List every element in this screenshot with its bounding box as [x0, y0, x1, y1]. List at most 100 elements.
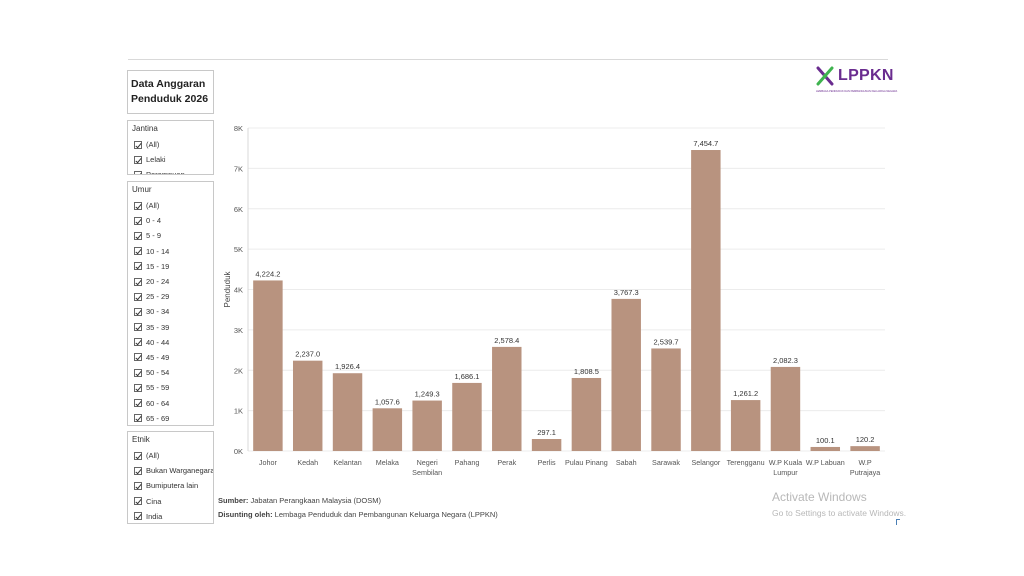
filter-etnik-option[interactable]: Bumiputera lain — [128, 478, 213, 493]
filter-etnik-option[interactable]: Cina — [128, 494, 213, 509]
filter-etnik-option[interactable]: India — [128, 509, 213, 523]
logo-tagline: LEMBAGA PENDUDUK DAN PEMBANGUNAN KELUARG… — [816, 90, 898, 93]
filter-umur-option-label: 45 - 49 — [146, 352, 170, 362]
checkbox-checked-icon[interactable] — [134, 353, 142, 362]
checkbox-checked-icon[interactable] — [134, 512, 142, 521]
filter-umur-option[interactable]: 5 - 9 — [128, 228, 213, 243]
x-tick-label: Kedah — [297, 458, 318, 467]
filter-etnik-option-label: Cina — [146, 496, 162, 506]
filter-umur-option-label: 40 - 44 — [146, 337, 170, 347]
filter-umur-option[interactable]: 35 - 39 — [128, 320, 213, 335]
checkbox-checked-icon[interactable] — [134, 216, 142, 225]
bar — [571, 377, 602, 451]
filter-jantina-option[interactable]: Perempuan — [128, 167, 213, 174]
checkbox-checked-icon[interactable] — [134, 277, 142, 286]
filter-umur-option[interactable]: 55 - 59 — [128, 380, 213, 395]
filter-umur-option[interactable]: 65 - 69 — [128, 411, 213, 425]
title-line-2: Penduduk 2026 — [131, 93, 209, 105]
y-tick-label: 8K — [234, 124, 243, 133]
population-bar-chart: 0K 1K 2K 3K 4K 5K 6K 7K 8K Penduduk 4,224.2 Johor 2,… — [223, 124, 885, 477]
filter-etnik-option-label: Bukan Warganegara — [146, 466, 214, 476]
x-tick-label: Johor — [259, 458, 278, 467]
filter-umur-option[interactable]: 20 - 24 — [128, 274, 213, 289]
filter-umur-option-label: 35 - 39 — [146, 322, 170, 332]
checkbox-checked-icon[interactable] — [134, 247, 142, 256]
filter-jantina-option-label: (All) — [146, 140, 160, 150]
filter-umur-option[interactable]: 10 - 14 — [128, 244, 213, 259]
x-tick-label: Pulau Pinang — [565, 458, 608, 467]
filter-umur-option-label: (All) — [146, 201, 160, 211]
compiled-label: Disunting oleh: — [218, 510, 273, 519]
checkbox-checked-icon[interactable] — [134, 497, 142, 506]
bar-value-label: 297.1 — [537, 428, 556, 437]
filter-etnik-option[interactable]: Bukan Warganegara — [128, 463, 213, 478]
filter-umur-option-label: 10 - 14 — [146, 246, 170, 256]
source-text: Jabatan Perangkaan Malaysia (DOSM) — [250, 496, 381, 505]
checkbox-checked-icon[interactable] — [134, 231, 142, 240]
filter-umur-option[interactable]: 15 - 19 — [128, 259, 213, 274]
x-tick-label: W.P Labuan — [806, 458, 845, 467]
source-label: Sumber: — [218, 496, 249, 505]
filter-umur-option-label: 30 - 34 — [146, 307, 170, 317]
bar — [730, 400, 761, 451]
corner-marker — [896, 519, 900, 525]
filter-umur-option[interactable]: 30 - 34 — [128, 304, 213, 319]
y-tick-label: 2K — [234, 366, 243, 375]
filter-umur-option[interactable]: 45 - 49 — [128, 350, 213, 365]
y-tick-label: 3K — [234, 326, 243, 335]
checkbox-checked-icon[interactable] — [134, 170, 142, 174]
checkbox-checked-icon[interactable] — [134, 399, 142, 408]
checkbox-checked-icon[interactable] — [134, 323, 142, 332]
compiled-text: Lembaga Penduduk dan Pembangunan Keluarg… — [274, 510, 498, 519]
filter-umur-option[interactable]: 40 - 44 — [128, 335, 213, 350]
bar — [651, 348, 681, 451]
checkbox-checked-icon[interactable] — [134, 292, 142, 301]
bar — [492, 346, 522, 451]
checkbox-checked-icon[interactable] — [134, 155, 142, 164]
lppkn-logo: LPPKN LEMBAGA PENDUDUK DAN PEMBANGUNAN K… — [816, 66, 897, 96]
checkbox-checked-icon[interactable] — [134, 307, 142, 316]
checkbox-checked-icon[interactable] — [134, 338, 142, 347]
bar-value-label: 7,454.7 — [693, 139, 718, 148]
checkbox-checked-icon[interactable] — [134, 140, 142, 149]
filter-umur-option-label: 0 - 4 — [146, 216, 162, 226]
filter-umur-title: Umur — [132, 185, 152, 194]
filter-jantina[interactable]: Jantina (All) Lelaki Perempuan — [127, 120, 214, 175]
filter-etnik[interactable]: Etnik (All) Bukan Warganegara Bumiputera l… — [127, 431, 214, 524]
x-tick-label: Sabah — [616, 458, 637, 467]
compiled-note: Disunting oleh: Lembaga Penduduk dan Pem… — [218, 510, 498, 519]
filter-jantina-option[interactable]: (All) — [128, 137, 213, 152]
x-tick-label: Melaka — [376, 458, 399, 467]
filter-umur-option-label: 20 - 24 — [146, 277, 170, 287]
dashboard-title: Data Anggaran Penduduk 2026 — [127, 70, 214, 114]
filter-umur-option[interactable]: 60 - 64 — [128, 395, 213, 410]
y-tick-label: 7K — [234, 164, 243, 173]
filter-umur-option-label: 60 - 64 — [146, 398, 170, 408]
filter-umur-option-label: 50 - 54 — [146, 368, 170, 378]
bar-value-label: 1,249.3 — [415, 390, 440, 399]
filter-umur[interactable]: Umur (All) 0 - 4 5 - 9 10 - 14 15 - 19 20 - 2… — [127, 181, 214, 426]
filter-etnik-title: Etnik — [132, 435, 150, 444]
checkbox-checked-icon[interactable] — [134, 414, 142, 423]
logo-name: LPPKN — [838, 67, 894, 84]
checkbox-checked-icon[interactable] — [134, 201, 142, 210]
checkbox-checked-icon[interactable] — [134, 466, 142, 475]
filter-umur-option[interactable]: (All) — [128, 198, 213, 213]
y-tick-label: 6K — [234, 205, 243, 214]
bar-value-label: 3,767.3 — [614, 288, 639, 297]
filter-umur-option[interactable]: 50 - 54 — [128, 365, 213, 380]
checkbox-checked-icon[interactable] — [134, 262, 142, 271]
checkbox-checked-icon[interactable] — [134, 368, 142, 377]
checkbox-checked-icon[interactable] — [134, 451, 142, 460]
checkbox-checked-icon[interactable] — [134, 383, 142, 392]
x-tick-label: Selangor — [691, 458, 720, 467]
filter-umur-option[interactable]: 25 - 29 — [128, 289, 213, 304]
x-tick-label: Terengganu — [727, 458, 765, 467]
filter-umur-option[interactable]: 0 - 4 — [128, 213, 213, 228]
filter-jantina-option[interactable]: Lelaki — [128, 152, 213, 167]
activation-watermark-hint[interactable]: Go to Settings to activate Windows. — [772, 508, 907, 518]
filter-etnik-option-label: India — [146, 511, 163, 521]
x-tick-label: Sembilan — [412, 468, 442, 477]
checkbox-checked-icon[interactable] — [134, 481, 142, 490]
filter-etnik-option[interactable]: (All) — [128, 448, 213, 463]
